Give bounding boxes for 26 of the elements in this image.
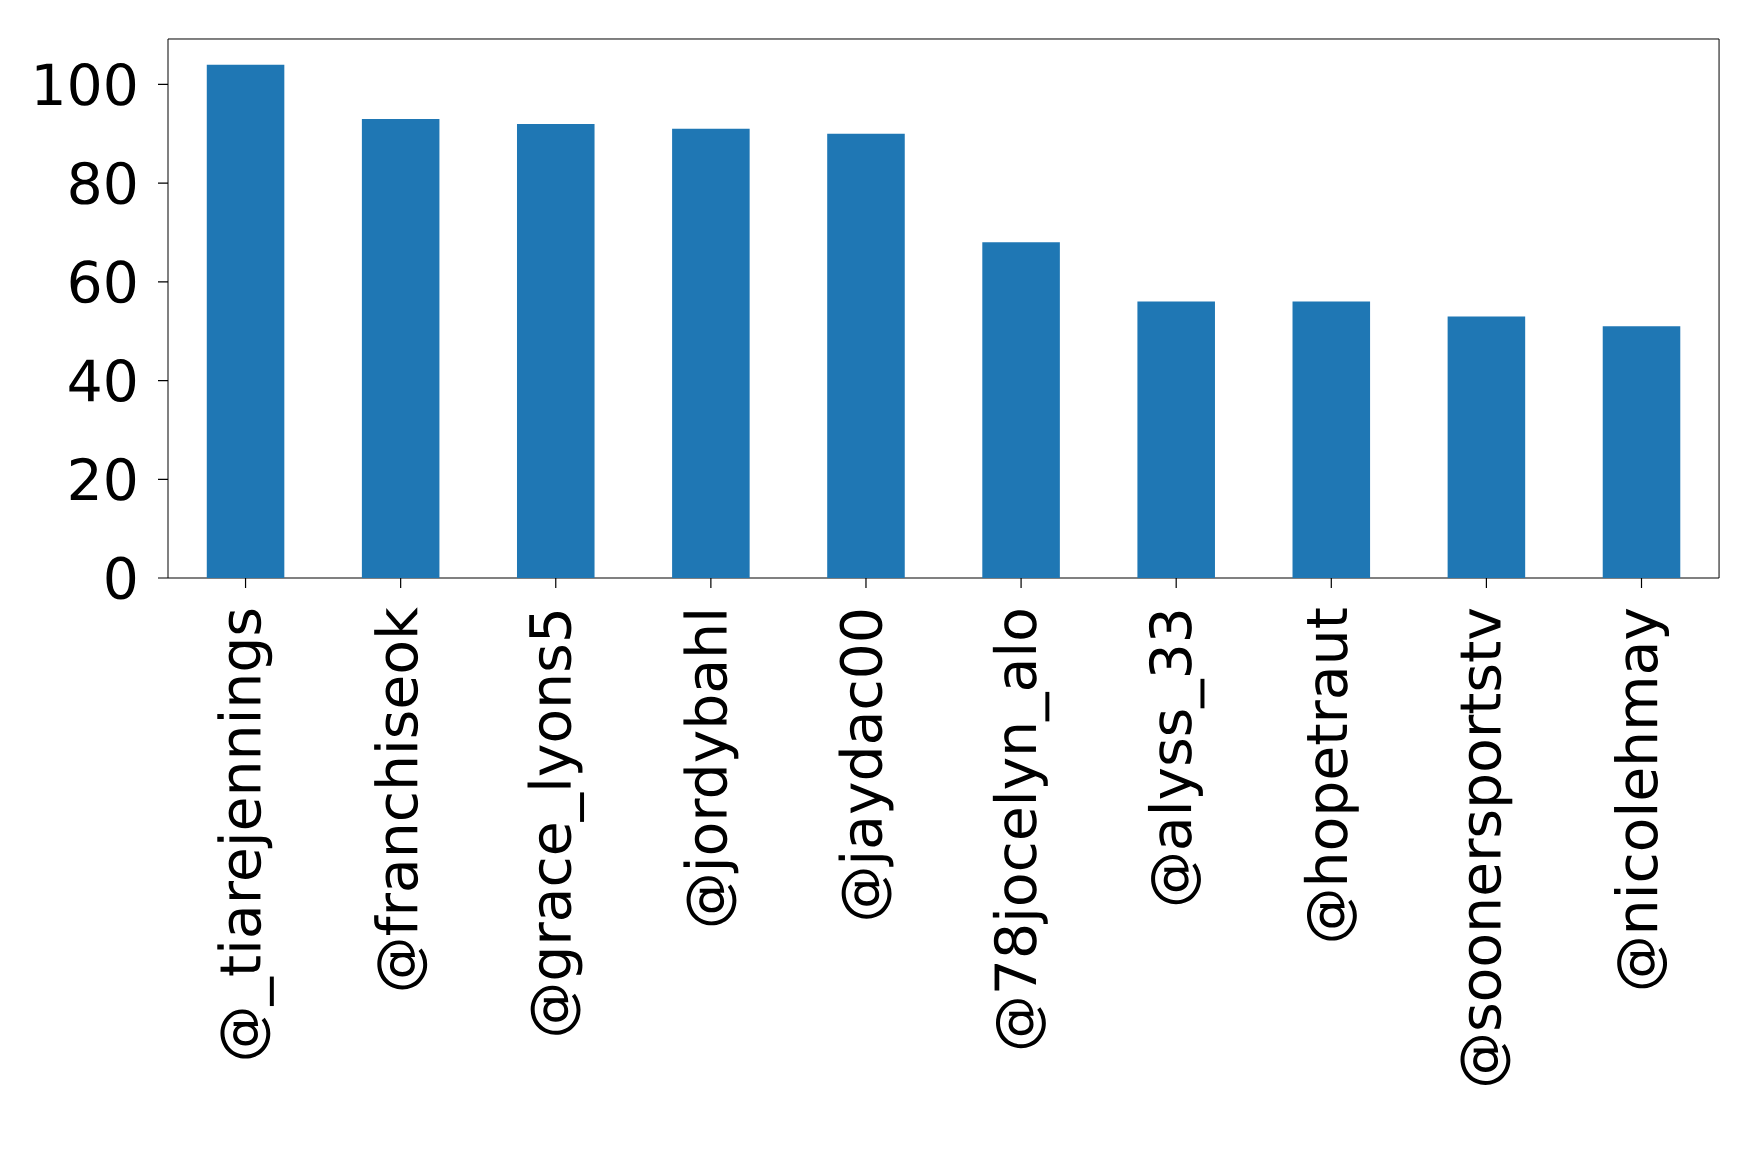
bar	[361, 118, 440, 578]
y-tick-label: 100	[36, 62, 136, 106]
bar	[1602, 326, 1681, 578]
x-tick-label: @hopetraut	[1303, 608, 1359, 941]
y-tick-label: 40	[69, 359, 136, 403]
x-tick-label: @jordybahl	[683, 612, 739, 926]
bar	[982, 242, 1060, 578]
x-tick-label: @franchiseok	[374, 607, 428, 990]
x-tick-label: @alyss_33	[1147, 611, 1205, 905]
x-tick-label: @grace_lyons5	[527, 612, 585, 1035]
x-tick-label: @jaydac00	[838, 610, 894, 919]
y-tick-label: 80	[70, 161, 136, 205]
x-tick-label: @78jocelyn_alo	[992, 610, 1050, 1049]
x-tick-label: @soonersportstv	[1460, 608, 1513, 1085]
bar	[1137, 301, 1215, 578]
bar	[827, 133, 905, 578]
bar	[1447, 316, 1526, 578]
x-tick-label: @nicolehmay	[1614, 608, 1669, 989]
y-tick-label: 20	[70, 457, 136, 501]
y-tick-label: 0	[106, 556, 136, 600]
bar	[1292, 301, 1371, 578]
y-tick-label: 60	[70, 260, 136, 304]
bar	[206, 64, 285, 578]
bar	[672, 128, 750, 578]
x-tick-label: @_tiarejennings	[217, 609, 274, 1059]
bar	[516, 123, 595, 578]
